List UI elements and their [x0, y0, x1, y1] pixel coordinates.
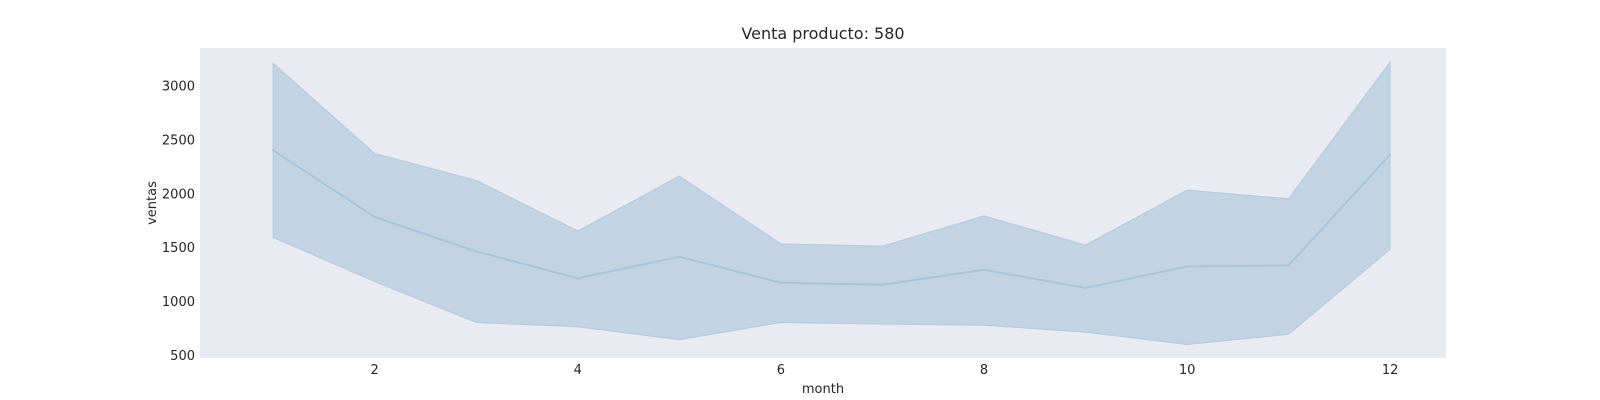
x-tick-label: 12: [1382, 363, 1399, 378]
y-tick-label: 2500: [162, 134, 195, 149]
data-point: [678, 255, 681, 258]
y-tick-label: 1000: [162, 295, 195, 310]
y-tick-label: 3000: [162, 80, 195, 95]
confidence-band-layer: [272, 60, 1391, 346]
series-line-layer: [272, 149, 1392, 289]
x-tick-label: 2: [371, 363, 379, 378]
data-point: [1389, 153, 1392, 156]
data-point: [1084, 287, 1087, 289]
confidence-band: [272, 60, 1391, 346]
y-tick-label: 500: [170, 349, 195, 364]
data-point: [272, 149, 275, 152]
y-tick-label: 2000: [162, 187, 195, 202]
data-point: [373, 216, 376, 218]
x-axis-label: month: [802, 382, 844, 397]
data-point: [475, 250, 478, 253]
x-tick-label: 10: [1179, 363, 1196, 378]
data-point: [1287, 264, 1290, 267]
y-axis-label: ventas: [145, 181, 160, 225]
data-point: [1186, 265, 1189, 268]
y-tick-label: 1500: [162, 241, 195, 256]
data-point: [779, 281, 782, 284]
series-line: [272, 149, 1391, 289]
data-point: [983, 268, 985, 271]
x-tick-labels: 2 4 6 8 10 12: [371, 363, 1399, 378]
data-point: [881, 283, 884, 286]
data-point: [576, 277, 579, 280]
chart-title: Venta producto: 580: [741, 24, 904, 43]
x-tick-label: 8: [980, 363, 988, 378]
x-tick-label: 4: [574, 363, 582, 378]
x-tick-label: 6: [777, 363, 785, 378]
y-tick-labels: 500 1000 1500 2000 2500 3000: [162, 80, 195, 364]
